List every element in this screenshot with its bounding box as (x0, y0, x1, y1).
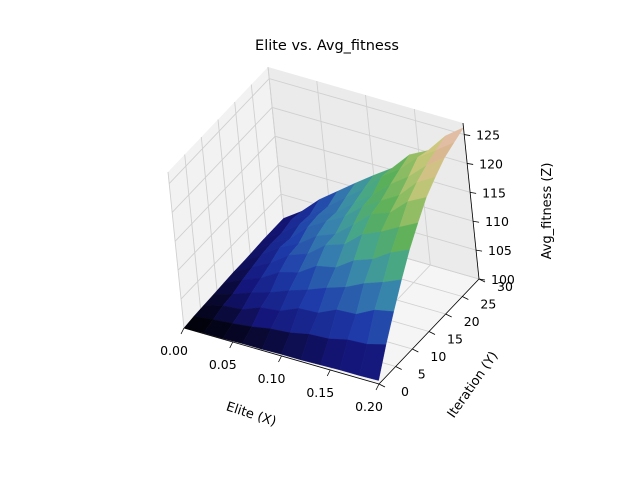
surface-cell (358, 343, 387, 381)
y-tick-mark (445, 313, 452, 318)
x-tick-mark (278, 355, 282, 363)
x-tick-label: 0.00 (160, 343, 188, 358)
x-tick-label: 0.15 (306, 385, 334, 400)
y-tick-label: 5 (418, 367, 426, 382)
y-tick-label: 10 (430, 349, 446, 364)
x-tick-labels: 0.00 0.05 0.10 0.15 0.20 (160, 327, 383, 414)
y-tick-label: 20 (464, 314, 480, 329)
surface-mesh (183, 127, 465, 381)
z-tick-mark (475, 249, 483, 252)
z-axis-label: Avg_fitness (Z) (540, 163, 555, 260)
y-tick-label: 30 (497, 279, 513, 294)
z-tick-mark (464, 134, 471, 136)
y-axis-label: Iteration (Y) (445, 349, 502, 421)
y-tick-label: 15 (447, 332, 463, 347)
x-axis-label: Elite (X) (224, 400, 278, 430)
z-tick-label: 105 (488, 243, 512, 258)
y-tick-mark (395, 366, 402, 370)
x-tick-label: 0.20 (355, 399, 383, 414)
z-tick-labels: 100 105 110 115 120 125 (464, 128, 515, 287)
x-tick-mark (375, 383, 380, 391)
z-tick-mark (467, 163, 474, 165)
grid-line-z (168, 78, 465, 184)
x-tick-label: 0.05 (209, 357, 237, 372)
y-tick-label: 25 (480, 297, 496, 312)
y-tick-label: 0 (401, 384, 409, 399)
x-tick-label: 0.10 (258, 371, 286, 386)
x-tick-mark (180, 327, 185, 335)
z-tick-label: 120 (479, 156, 503, 171)
z-tick-label: 110 (485, 214, 509, 229)
y-tick-mark (462, 296, 469, 300)
y-tick-mark (428, 331, 436, 335)
z-tick-label: 115 (482, 185, 506, 200)
z-tick-label: 100 (491, 272, 515, 287)
y-tick-mark (378, 383, 386, 388)
z-tick-mark (470, 191, 477, 194)
x-tick-mark (326, 369, 331, 377)
z-axis-line (462, 122, 480, 280)
z-tick-label: 125 (476, 128, 500, 143)
grid-line-z (171, 106, 468, 213)
z-tick-mark (473, 220, 480, 223)
y-tick-mark (412, 348, 419, 353)
z-tick-mark (478, 278, 486, 281)
chart-title: Elite vs. Avg_fitness (255, 38, 399, 54)
x-tick-mark (229, 341, 234, 349)
